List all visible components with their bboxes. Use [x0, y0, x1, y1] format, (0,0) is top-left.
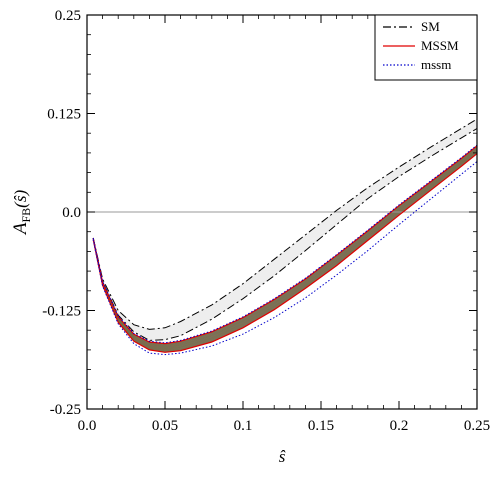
hatch-line [92, 150, 478, 349]
y-tick-label: 0.125 [47, 107, 81, 123]
band-mssm [93, 145, 477, 353]
hatch-line [92, 148, 478, 347]
hatch-line [92, 146, 478, 345]
legend-label-mssm-upper: MSSM [421, 38, 459, 53]
x-axis-title: ŝ [279, 447, 286, 466]
curve-mssm-upper [92, 144, 478, 344]
curves-layer [92, 118, 478, 356]
curve-mssm-upper [92, 145, 478, 345]
x-tick-label: 0.25 [464, 418, 490, 434]
svg-text:AFB(ŝ): AFB(ŝ) [10, 190, 33, 237]
hatch-line [92, 149, 478, 349]
hatch-line [92, 150, 478, 350]
hatch-line [92, 147, 478, 347]
legend: SM MSSM mssm [374, 14, 478, 81]
legend-box [374, 14, 478, 81]
y-tick-label: -0.125 [42, 304, 81, 320]
y-tick-label: 0.25 [55, 8, 81, 24]
x-tick-label: 0.0 [78, 418, 97, 434]
ticks-layer [86, 14, 478, 410]
curve-mssm-lower [92, 153, 478, 353]
curve-mssm-lower [92, 161, 478, 356]
tick-labels-layer: 0.0 0.05 0.1 0.15 0.2 0.25 -0.25 -0.125 0.0 0.125… [42, 8, 490, 434]
x-tick-label: 0.2 [390, 418, 409, 434]
hatch-line [92, 145, 478, 345]
y-tick-label: 0.0 [62, 205, 81, 221]
curve-sm-upper [92, 118, 478, 330]
hatch-line [92, 147, 478, 346]
y-axis-title-main: A [10, 222, 31, 236]
band-sm [93, 119, 477, 341]
y-axis-title-arg: (ŝ) [11, 190, 30, 208]
x-tick-label: 0.15 [308, 418, 334, 434]
y-axis-title-sub: FB [19, 208, 33, 223]
hatch-line [92, 150, 478, 350]
hatch-line [92, 145, 478, 344]
hatch-line [92, 149, 478, 349]
hatch-line [92, 146, 478, 345]
hatch-line [92, 148, 478, 347]
x-tick-label: 0.1 [234, 418, 253, 434]
hatch-line [92, 146, 478, 345]
hatch-line [92, 146, 478, 346]
hatch-line [92, 148, 478, 348]
x-tick-label: 0.05 [152, 418, 178, 434]
y-tick-label: -0.25 [50, 402, 81, 418]
hatch-line [92, 147, 478, 346]
hatch-line [92, 149, 478, 348]
hatch-line [92, 148, 478, 347]
curve-sm-lower [92, 128, 478, 341]
hatch-line [92, 147, 478, 346]
hatch-line [92, 149, 478, 348]
hatch-line [92, 149, 478, 349]
legend-label-mssm-lower: mssm [421, 57, 451, 72]
legend-label-sm: SM [421, 19, 440, 34]
y-axis-title: AFB(ŝ) [10, 190, 33, 237]
hatch-layer [92, 145, 478, 353]
